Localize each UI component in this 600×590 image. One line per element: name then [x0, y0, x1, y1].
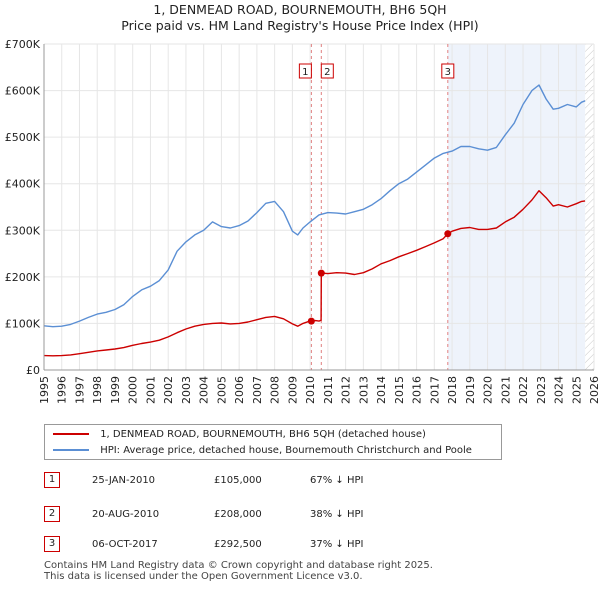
x-tick-label: 2025 [570, 376, 583, 404]
y-tick-label: £600K [5, 85, 41, 98]
y-tick-label: £500K [5, 131, 41, 144]
x-tick-label: 2022 [517, 376, 530, 404]
y-tick-label: £700K [5, 38, 41, 51]
chart-title-line1: 1, DENMEAD ROAD, BOURNEMOUTH, BH6 5QH [153, 2, 447, 17]
y-tick-label: £400K [5, 178, 41, 191]
x-tick-label: 2007 [251, 376, 264, 404]
sale-point [317, 269, 325, 277]
x-tick-label: 2013 [357, 376, 370, 404]
x-tick-label: 1995 [38, 376, 51, 404]
x-tick-label: 2002 [162, 376, 175, 404]
x-tick-label: 2017 [428, 376, 441, 404]
y-tick-label: £100K [5, 317, 41, 330]
chart-background-layer [44, 44, 594, 370]
x-tick-label: 2000 [127, 376, 140, 404]
x-tick-label: 2024 [553, 376, 566, 404]
sale-date: 25-JAN-2010 [92, 475, 156, 486]
sale-label-box [298, 63, 312, 79]
x-tick-label: 2010 [304, 376, 317, 404]
sale-hpi-diff: 67% ↓ HPI [310, 475, 364, 486]
attribution-footer: Contains HM Land Registry data © Crown c… [44, 560, 433, 582]
x-tick-label: 2020 [482, 376, 495, 404]
chart-markers-layer: 1 2 3 [298, 63, 455, 325]
y-tick-label: £200K [5, 271, 41, 284]
sale-label-box [441, 63, 455, 79]
sale-hpi-diff: 37% ↓ HPI [310, 539, 364, 550]
legend-item-hpi: HPI: Average price, detached house, Bour… [53, 444, 472, 458]
sale-number-badge: 2 [44, 506, 60, 522]
x-tick-label: 1998 [91, 376, 104, 404]
x-tick-label: 2003 [180, 376, 193, 404]
x-tick-label: 2009 [286, 376, 299, 404]
price-chart: 1 2 3 £0 £100K £200K £300K £400K £500K £600K £700… [5, 38, 600, 404]
sale-date: 06-OCT-2017 [92, 539, 158, 550]
series-line-property [43, 190, 586, 357]
sale-point [307, 317, 315, 325]
x-tick-label: 2023 [535, 376, 548, 404]
legend-item-property: 1, DENMEAD ROAD, BOURNEMOUTH, BH6 5QH (d… [53, 428, 426, 442]
y-tick-label: £0 [26, 364, 40, 377]
sale-label-box [320, 63, 334, 79]
x-tick-label: 2012 [340, 376, 353, 404]
sale-label-text: 2 [324, 67, 330, 78]
x-tick-label: 2011 [322, 376, 335, 404]
sale-price: £105,000 [214, 475, 262, 486]
x-tick-label: 2015 [393, 376, 406, 404]
forecast-hatch [585, 44, 594, 370]
legend-swatch-property [53, 433, 89, 435]
x-tick-label: 2005 [215, 376, 228, 404]
chart-legend: 1, DENMEAD ROAD, BOURNEMOUTH, BH6 5QH (d… [44, 424, 502, 460]
x-tick-label: 2019 [464, 376, 477, 404]
sale-number-badge: 1 [44, 472, 60, 488]
x-tick-label: 2016 [411, 376, 424, 404]
sale-label-text: 1 [302, 67, 308, 78]
footer-line2: This data is licensed under the Open Gov… [44, 571, 363, 582]
sale-hpi-diff: 38% ↓ HPI [310, 509, 364, 520]
x-tick-label: 2026 [588, 376, 600, 404]
x-tick-label: 1996 [56, 376, 69, 404]
sale-label-text: 3 [445, 67, 451, 78]
y-tick-label: £300K [5, 224, 41, 237]
x-tick-label: 1999 [109, 376, 122, 404]
sale-price: £208,000 [214, 509, 262, 520]
legend-swatch-hpi [53, 449, 89, 451]
chart-title-line2: Price paid vs. HM Land Registry's House … [121, 18, 479, 33]
x-tick-label: 2018 [446, 376, 459, 404]
chart-series-layer [43, 84, 586, 357]
x-tick-label: 2001 [144, 376, 157, 404]
legend-label-property: 1, DENMEAD ROAD, BOURNEMOUTH, BH6 5QH (d… [100, 429, 426, 440]
x-tick-label: 2014 [375, 376, 388, 404]
sale-point [444, 230, 452, 238]
legend-label-hpi: HPI: Average price, detached house, Bour… [100, 445, 472, 456]
chart-grid [43, 43, 595, 371]
x-tick-label: 2004 [198, 376, 211, 404]
chart-title-block: 1, DENMEAD ROAD, BOURNEMOUTH, BH6 5QH Pr… [0, 2, 600, 34]
sale-date: 20-AUG-2010 [92, 509, 160, 520]
shaded-period [447, 44, 586, 370]
chart-axes: £0 £100K £200K £300K £400K £500K £600K £700K 199… [5, 38, 600, 404]
x-tick-label: 1997 [73, 376, 86, 404]
sale-number-badge: 3 [44, 536, 60, 552]
sale-price: £292,500 [214, 539, 262, 550]
footer-line1: Contains HM Land Registry data © Crown c… [44, 560, 433, 571]
x-tick-label: 2008 [269, 376, 282, 404]
x-tick-label: 2006 [233, 376, 246, 404]
x-tick-label: 2021 [499, 376, 512, 404]
series-line-hpi [43, 84, 586, 328]
